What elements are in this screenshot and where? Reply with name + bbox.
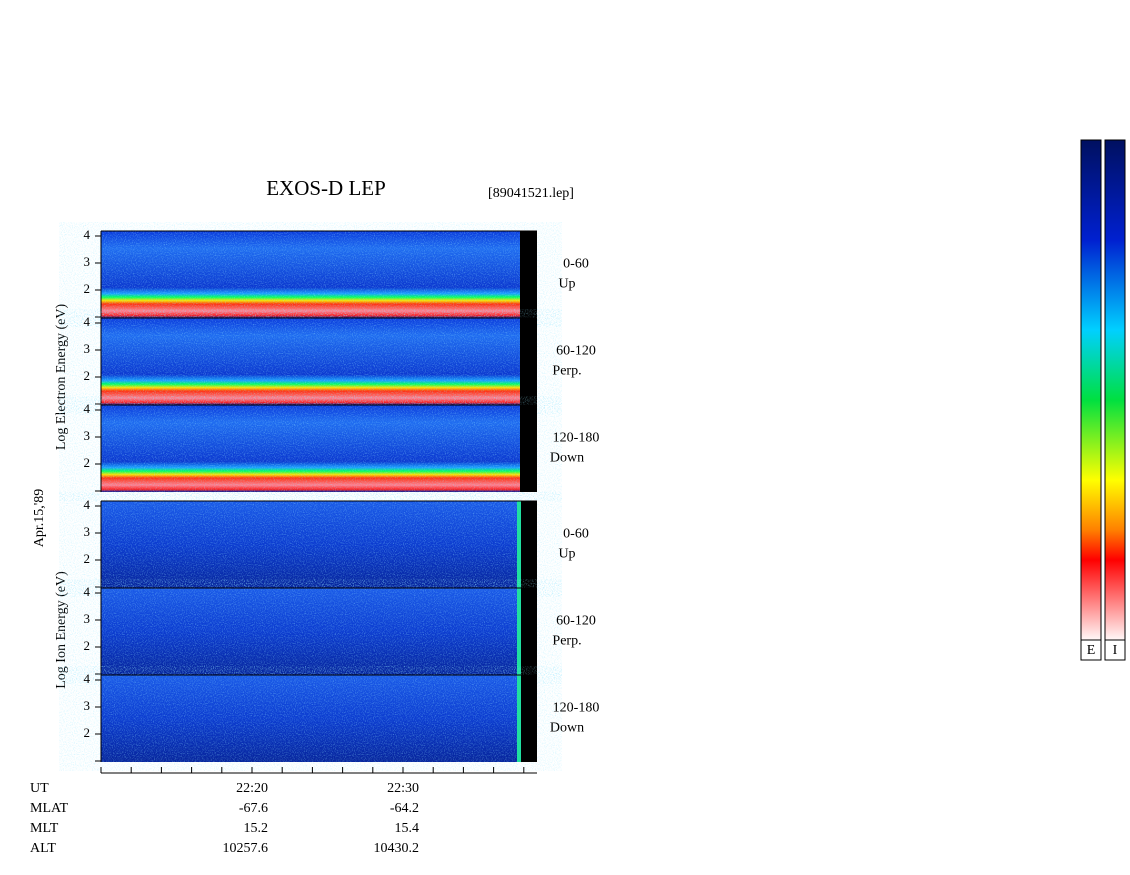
spectrogram-noise: [101, 318, 520, 405]
y-tick-label: 4: [84, 227, 91, 242]
file-name: [89041521.lep]: [488, 186, 574, 201]
date-label: Apr.15,'89: [32, 489, 47, 548]
row-name: MLAT: [30, 801, 69, 816]
row-value: 22:20: [236, 781, 268, 796]
spectrogram-noise: [101, 231, 520, 318]
colorbar: [1080, 139, 1102, 641]
direction: Perp.: [552, 634, 581, 649]
ion-axis-label: Log Ion Energy (eV): [54, 571, 69, 689]
edge-strip: [517, 675, 521, 762]
direction: Down: [550, 721, 584, 736]
pitch-angle: 120-180: [553, 701, 600, 716]
electron-axis-label: Log Electron Energy (eV): [54, 304, 69, 451]
y-tick-label: 2: [84, 281, 91, 296]
y-tick-label: 4: [84, 584, 91, 599]
pitch-angle: 0-60: [563, 527, 589, 542]
y-tick-label: 2: [84, 725, 91, 740]
colorbar-label: E: [1087, 643, 1096, 658]
row-value: -67.6: [239, 801, 268, 816]
row-name: ALT: [30, 841, 56, 856]
row-value: 15.4: [395, 821, 420, 836]
y-tick-label: 2: [84, 455, 91, 470]
y-tick-label: 3: [84, 428, 91, 443]
spectrogram-noise: [101, 405, 520, 492]
y-tick-label: 4: [84, 497, 91, 512]
row-value: 15.2: [244, 821, 269, 836]
spectrogram-noise: [101, 675, 520, 762]
direction: Down: [550, 451, 584, 466]
title: EXOS-D LEP: [266, 176, 386, 200]
row-value: -64.2: [390, 801, 419, 816]
edge-strip: [517, 588, 521, 675]
row-value: 22:30: [387, 781, 419, 796]
data-gap: [520, 501, 537, 588]
row-value: 10257.6: [223, 841, 269, 856]
edge-strip: [517, 501, 521, 588]
row-name: UT: [30, 781, 49, 796]
y-tick-label: 4: [84, 401, 91, 416]
y-tick-label: 4: [84, 671, 91, 686]
colorbar-label-box: [1104, 639, 1126, 661]
spectrogram-noise: [101, 588, 520, 675]
colorbar-label: I: [1113, 643, 1118, 658]
pitch-angle: 60-120: [556, 614, 596, 629]
y-tick-label: 2: [84, 368, 91, 383]
y-tick-label: 2: [84, 551, 91, 566]
y-tick-label: 3: [84, 254, 91, 269]
row-name: MLT: [30, 821, 59, 836]
y-tick-label: 3: [84, 341, 91, 356]
data-gap: [520, 405, 537, 492]
row-value: 10430.2: [374, 841, 420, 856]
y-tick-label: 2: [84, 638, 91, 653]
pitch-angle: 60-120: [556, 344, 596, 359]
direction: Perp.: [552, 364, 581, 379]
data-gap: [520, 231, 537, 318]
data-gap: [520, 588, 537, 675]
spectrogram-noise: [101, 501, 520, 588]
colorbar: [1104, 139, 1126, 641]
y-tick-label: 3: [84, 524, 91, 539]
direction: Up: [558, 547, 575, 562]
data-gap: [520, 675, 537, 762]
direction: Up: [558, 277, 575, 292]
y-tick-label: 3: [84, 611, 91, 626]
y-tick-label: 3: [84, 698, 91, 713]
y-tick-label: 4: [84, 314, 91, 329]
pitch-angle: 120-180: [553, 431, 600, 446]
colorbar-label-box: [1080, 639, 1102, 661]
pitch-angle: 0-60: [563, 257, 589, 272]
data-gap: [520, 318, 537, 405]
